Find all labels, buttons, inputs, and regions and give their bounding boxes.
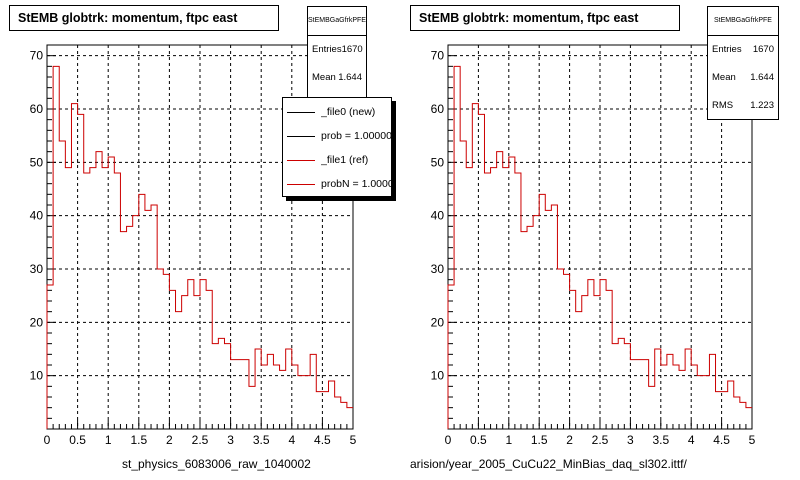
right-y-tick-label: 60 bbox=[431, 102, 445, 116]
left-x-tick-label: 2.5 bbox=[192, 433, 209, 447]
left-chart-title: StEMB globtrk: momentum, ftpc east bbox=[9, 5, 279, 31]
left-stats-box: StEMBGaGfrkPFE Entries 1670 Mean 1.644 bbox=[307, 6, 367, 98]
left-stats-header: StEMBGaGfrkPFE bbox=[308, 7, 366, 36]
right-x-tick-label: 0 bbox=[445, 433, 452, 447]
left-x-tick-label: 3.5 bbox=[253, 433, 270, 447]
right-stats-rms-label: RMS bbox=[712, 100, 734, 111]
right-stats-entries-value: 1670 bbox=[752, 44, 774, 55]
right-stats-header: StEMBGaGfrkPFE bbox=[708, 7, 778, 36]
left-stats-entries-row: Entries 1670 bbox=[308, 36, 366, 64]
left-x-tick-label: 4 bbox=[288, 433, 295, 447]
right-x-tick-label: 0.5 bbox=[470, 433, 487, 447]
legend-swatch-prob bbox=[287, 135, 315, 137]
left-y-tick-label: 50 bbox=[30, 155, 44, 169]
right-stats-entries-label: Entries bbox=[712, 44, 742, 55]
right-x-tick-label: 4 bbox=[688, 433, 695, 447]
right-y-tick-label: 20 bbox=[431, 315, 445, 329]
legend-box: _file0 (new) prob = 1.000000 _file1 (ref… bbox=[282, 97, 392, 197]
right-x-tick-label: 3 bbox=[627, 433, 634, 447]
right-x-tick-label: 1.5 bbox=[531, 433, 548, 447]
legend-label-probn: probN = 1.000000 bbox=[321, 178, 391, 190]
left-x-tick-label: 5 bbox=[350, 433, 357, 447]
right-x-tick-label: 2.5 bbox=[592, 433, 609, 447]
legend-swatch-probn bbox=[287, 183, 315, 185]
left-stats-entries-label: Entries bbox=[312, 44, 342, 55]
left-x-axis-label: st_physics_6083006_raw_1040002 bbox=[122, 457, 311, 471]
left-stats-mean-value: 1.644 bbox=[338, 72, 362, 83]
left-y-tick-label: 20 bbox=[30, 315, 44, 329]
right-stats-mean-row: Mean 1.644 bbox=[708, 64, 778, 92]
left-x-tick-label: 1.5 bbox=[130, 433, 147, 447]
right-y-tick-label: 50 bbox=[431, 155, 445, 169]
right-histogram-series-line bbox=[447, 65, 752, 429]
right-y-tick-label: 10 bbox=[431, 369, 445, 383]
left-y-tick-label: 10 bbox=[30, 369, 44, 383]
right-chart-title: StEMB globtrk: momentum, ftpc east bbox=[410, 5, 680, 31]
right-x-axis-label: arision/year_2005_CuCu22_MinBias_daq_sl3… bbox=[410, 457, 687, 471]
legend-item-file1: _file1 (ref) bbox=[287, 148, 391, 172]
left-histogram-series-line bbox=[46, 65, 353, 429]
right-x-tick-label: 2 bbox=[566, 433, 573, 447]
left-x-tick-label: 1 bbox=[105, 433, 112, 447]
right-y-tick-label: 30 bbox=[431, 262, 445, 276]
left-x-tick-label: 2 bbox=[166, 433, 173, 447]
legend-item-prob: prob = 1.000000 bbox=[287, 124, 391, 148]
right-x-tick-label: 4.5 bbox=[713, 433, 730, 447]
right-y-tick-label: 40 bbox=[431, 209, 445, 223]
right-stats-rms-value: 1.223 bbox=[750, 100, 774, 111]
right-stats-box: StEMBGaGfrkPFE Entries 1670 Mean 1.644 R… bbox=[707, 6, 779, 120]
legend-label-file1: _file1 (ref) bbox=[321, 154, 369, 166]
left-x-tick-label: 0 bbox=[44, 433, 51, 447]
right-stats-entries-row: Entries 1670 bbox=[708, 36, 778, 64]
left-x-tick-label: 3 bbox=[227, 433, 234, 447]
legend-swatch-file0 bbox=[287, 111, 315, 113]
legend-item-probn: probN = 1.000000 bbox=[287, 172, 391, 196]
legend-label-prob: prob = 1.000000 bbox=[321, 130, 391, 142]
left-x-tick-label: 4.5 bbox=[314, 433, 331, 447]
left-stats-entries-value: 1670 bbox=[341, 44, 363, 55]
left-x-tick-label: 0.5 bbox=[69, 433, 86, 447]
left-y-tick-label: 30 bbox=[30, 262, 44, 276]
left-y-tick-label: 70 bbox=[30, 49, 44, 63]
right-x-tick-label: 5 bbox=[749, 433, 756, 447]
left-y-tick-label: 60 bbox=[30, 102, 44, 116]
legend-label-file0: _file0 (new) bbox=[321, 106, 376, 118]
legend-item-file0: _file0 (new) bbox=[287, 100, 391, 124]
left-stats-mean-row: Mean 1.644 bbox=[308, 64, 366, 92]
right-stats-rms-row: RMS 1.223 bbox=[708, 92, 778, 120]
right-x-tick-label: 1 bbox=[505, 433, 512, 447]
right-stats-mean-value: 1.644 bbox=[750, 72, 774, 83]
left-stats-mean-label: Mean bbox=[312, 72, 336, 83]
left-y-tick-label: 40 bbox=[30, 209, 44, 223]
right-stats-mean-label: Mean bbox=[712, 72, 736, 83]
legend-swatch-file1 bbox=[287, 159, 315, 161]
right-x-tick-label: 3.5 bbox=[652, 433, 669, 447]
right-y-tick-label: 70 bbox=[431, 49, 445, 63]
